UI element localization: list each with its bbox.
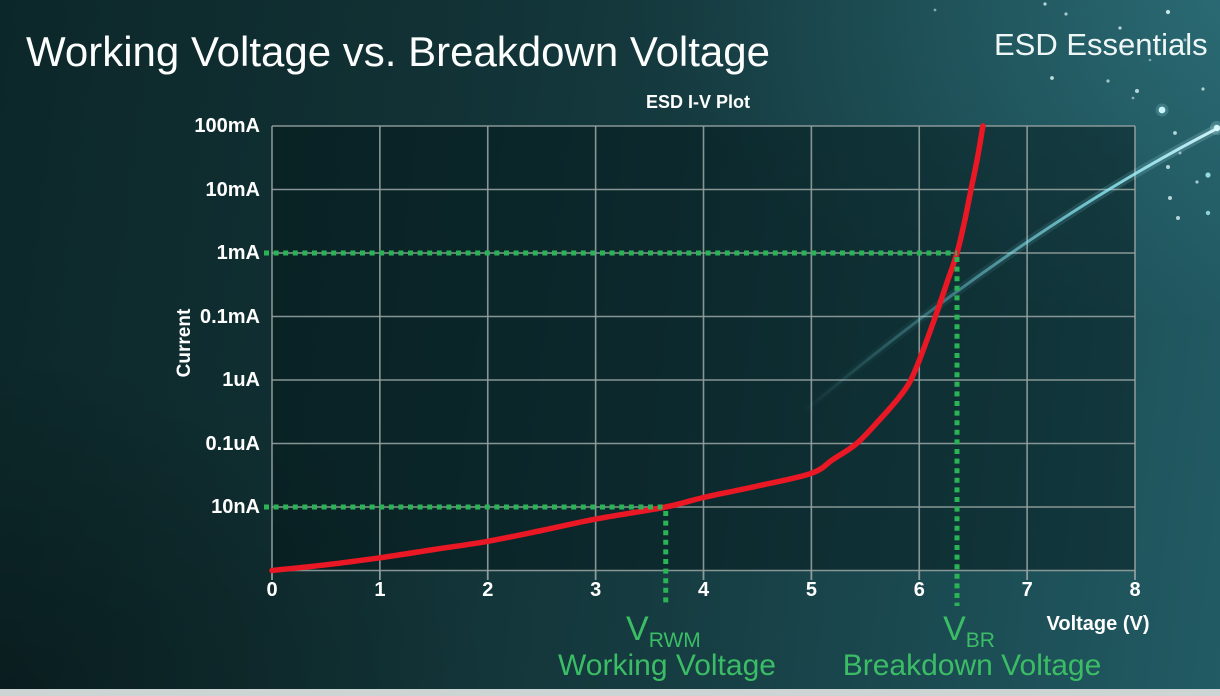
background-swoosh: [797, 121, 1220, 419]
bottom-strip: [0, 689, 1220, 696]
iv-curve: [269, 123, 986, 574]
grid-lines: [271, 125, 1136, 572]
y-tick-label: 0.1uA: [205, 432, 260, 455]
y-tick-label: 0.1mA: [199, 305, 260, 328]
y-tick-label: 10nA: [211, 496, 260, 518]
x-tick-label: 3: [590, 579, 602, 601]
vrwm-symbol: VRWM: [626, 610, 701, 652]
y-tick-label: 10mA: [205, 178, 260, 201]
swoosh-comet-head: [1213, 124, 1220, 132]
x-tick-label: 0: [266, 579, 278, 601]
annotation-dotted-lines: [264, 250, 960, 606]
page-title: Working Voltage vs. Breakdown Voltage: [26, 28, 771, 75]
particle-dots: [933, 2, 1211, 220]
y-tick-label: 1mA: [216, 242, 260, 264]
y-tick-label: 100mA: [194, 115, 260, 137]
vbr-symbol: VBR: [934, 610, 1004, 652]
x-tick-label: 6: [913, 579, 925, 601]
x-tick-label: 8: [1129, 579, 1141, 601]
vrwm-symbol-subscript: RWM: [648, 629, 701, 652]
working-voltage-caption: Working Voltage: [558, 649, 776, 682]
vrwm-symbol-main: V: [626, 610, 649, 648]
brand-label: ESD Essentials: [994, 27, 1208, 62]
x-tick-label: 2: [482, 579, 494, 601]
x-tick-label: 4: [697, 579, 710, 601]
x-tick-label: 5: [805, 579, 817, 601]
x-axis-title: Voltage (V): [1046, 613, 1150, 635]
breakdown-voltage-caption: Breakdown Voltage: [842, 649, 1102, 682]
vbr-symbol-main: V: [943, 610, 966, 648]
x-tick-label: 7: [1021, 579, 1033, 601]
chart-title: ESD I-V Plot: [645, 92, 750, 112]
vbr-symbol-subscript: BR: [965, 629, 995, 652]
y-tick-label: 1uA: [222, 369, 260, 391]
x-tick-label: 1: [374, 579, 386, 601]
